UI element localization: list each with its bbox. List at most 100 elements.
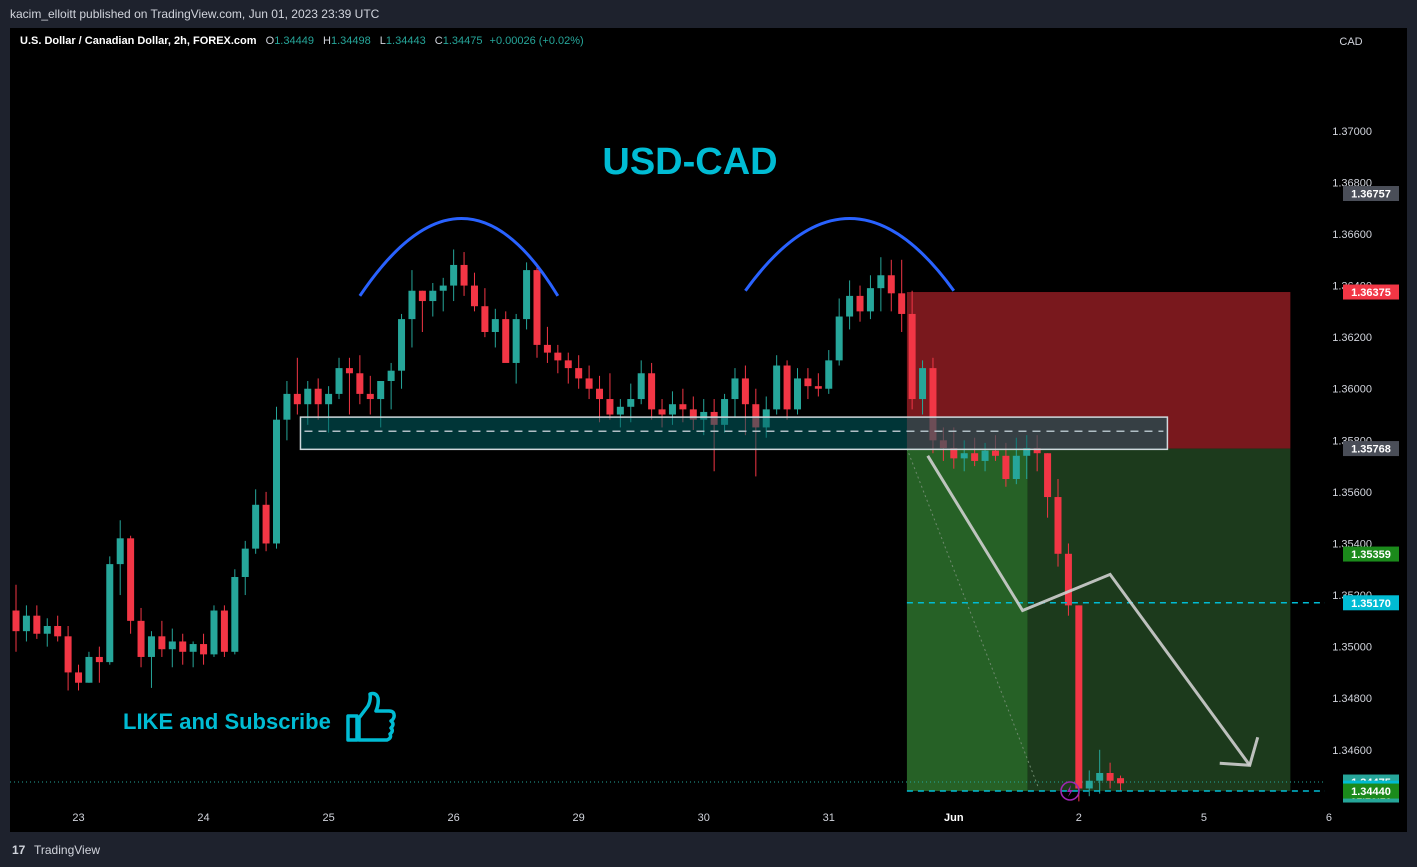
candle-body[interactable] [585, 378, 593, 389]
candle-body[interactable] [502, 319, 510, 363]
candle-body[interactable] [158, 636, 166, 650]
candle-body[interactable] [887, 275, 895, 294]
candle-body[interactable] [189, 644, 197, 652]
candle-body[interactable] [575, 368, 583, 379]
candle-body[interactable] [335, 368, 343, 394]
candle-body[interactable] [116, 538, 124, 565]
candle-body[interactable] [637, 373, 645, 400]
candle-body[interactable] [606, 399, 614, 415]
candle-body[interactable] [825, 360, 833, 389]
candle-body[interactable] [1117, 778, 1125, 784]
candle-body[interactable] [481, 306, 489, 332]
candle-body[interactable] [231, 577, 239, 652]
candle-body[interactable] [512, 319, 520, 363]
candle-body[interactable] [64, 636, 72, 673]
take-profit-zone-ext[interactable] [1027, 448, 1291, 792]
candle-body[interactable] [523, 270, 531, 320]
candle-body[interactable] [252, 504, 260, 549]
candle-body[interactable] [1054, 497, 1062, 554]
candle-body[interactable] [1096, 773, 1104, 781]
candle-body[interactable] [262, 504, 270, 544]
candle-body[interactable] [200, 644, 208, 655]
candle-body[interactable] [846, 295, 854, 317]
candle-body[interactable] [866, 288, 874, 312]
candle-body[interactable] [398, 319, 406, 371]
candle-body[interactable] [616, 406, 624, 415]
candle-body[interactable] [345, 368, 353, 374]
left-top-arc[interactable] [358, 217, 560, 297]
candle-body[interactable] [147, 636, 155, 657]
candle-body[interactable] [794, 378, 801, 410]
projection-path[interactable] [926, 455, 1251, 767]
candle-body[interactable] [387, 370, 395, 381]
candle-body[interactable] [856, 295, 864, 312]
price-label-box[interactable] [1343, 284, 1399, 300]
candle-body[interactable] [127, 538, 135, 621]
candle-body[interactable] [22, 615, 30, 632]
candle-body[interactable] [1002, 455, 1010, 479]
price-label-box[interactable] [1343, 783, 1399, 799]
right-top-arc[interactable] [744, 217, 956, 292]
candle-body[interactable] [564, 360, 572, 369]
candle-body[interactable] [804, 378, 812, 387]
candle-body[interactable] [1033, 448, 1041, 454]
candle-body[interactable] [908, 313, 916, 400]
candle-body[interactable] [679, 404, 687, 410]
candle-body[interactable] [106, 564, 114, 663]
candle-body[interactable] [95, 656, 103, 663]
candle-body[interactable] [741, 378, 749, 405]
candle-body[interactable] [752, 404, 760, 428]
price-label-box[interactable] [1343, 441, 1399, 457]
candle-body[interactable] [814, 386, 822, 389]
candle-body[interactable] [835, 316, 843, 361]
candle-body[interactable] [700, 411, 708, 420]
candle-body[interactable] [54, 626, 62, 637]
candle-body[interactable] [220, 610, 228, 652]
candle-body[interactable] [1064, 553, 1072, 606]
candle-body[interactable] [439, 285, 447, 291]
candle-body[interactable] [596, 388, 604, 400]
price-label-box[interactable] [1343, 595, 1399, 611]
candle-body[interactable] [689, 409, 697, 420]
candle-body[interactable] [898, 293, 906, 314]
candle-body[interactable] [325, 393, 333, 405]
candle-body[interactable] [1106, 773, 1114, 781]
candle-body[interactable] [554, 352, 562, 361]
candle-body[interactable] [543, 344, 551, 353]
candle-body[interactable] [377, 381, 385, 400]
candle-body[interactable] [168, 641, 176, 650]
candle-body[interactable] [971, 453, 979, 461]
candle-body[interactable] [179, 641, 187, 652]
candle-body[interactable] [241, 548, 249, 577]
candle-body[interactable] [418, 290, 426, 302]
candle-body[interactable] [731, 378, 739, 400]
candle-body[interactable] [137, 620, 145, 657]
candle-body[interactable] [283, 393, 291, 420]
candle-body[interactable] [12, 610, 20, 632]
candle-body[interactable] [1044, 453, 1052, 498]
candle-body[interactable] [450, 264, 458, 286]
candle-body[interactable] [304, 388, 312, 405]
candle-body[interactable] [668, 404, 676, 415]
candle-body[interactable] [533, 270, 541, 345]
candle-body[interactable] [919, 368, 927, 400]
candle-body[interactable] [877, 275, 885, 289]
candle-body[interactable] [929, 368, 937, 441]
candle-body[interactable] [1085, 780, 1093, 789]
candle-body[interactable] [356, 373, 364, 394]
candle-body[interactable] [314, 388, 322, 405]
candle-body[interactable] [460, 264, 468, 286]
candle-body[interactable] [627, 399, 635, 407]
candle-body[interactable] [85, 656, 93, 683]
candle-body[interactable] [1023, 448, 1031, 456]
candle-body[interactable] [658, 409, 666, 415]
brand-name[interactable]: TradingView [34, 843, 101, 857]
candle-body[interactable] [470, 285, 478, 307]
price-label-box[interactable] [1343, 186, 1399, 202]
take-profit-zone[interactable] [906, 448, 1028, 792]
candle-body[interactable] [75, 672, 83, 683]
tradingview-logo-icon[interactable]: 17 [12, 843, 26, 857]
candle-body[interactable] [950, 448, 958, 459]
candle-body[interactable] [273, 419, 280, 544]
candle-body[interactable] [960, 453, 968, 459]
